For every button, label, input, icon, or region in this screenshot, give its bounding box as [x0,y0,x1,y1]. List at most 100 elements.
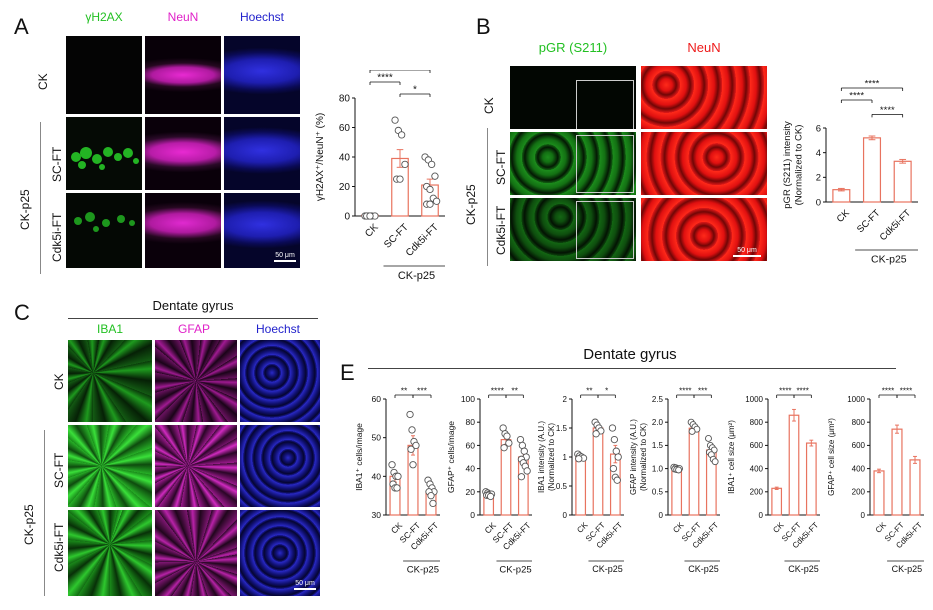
group-bracket-line-c [44,430,45,596]
y-tick-label: 800 [852,418,866,427]
bar-cdk5i-ft [893,160,912,203]
y-axis-label: IBA1 intensity (A.U.) [537,421,546,493]
image-c-scft-iba1 [68,425,152,507]
y-axis-label: GFAP⁺ cell size (μm²) [827,418,836,496]
image-a-cdk5i-gh2ax [66,193,142,268]
group-bracket-line [40,122,41,274]
bar-ck [671,467,683,516]
data-point [388,461,396,469]
y-tick-label: 1.0 [652,464,664,473]
group-label: CK-p25 [407,565,439,576]
image-c-scft-gfap [155,425,237,507]
significance-label: **** [796,387,808,396]
y-axis-label: GFAP⁺ cells/image [446,421,456,493]
data-point [503,432,511,440]
y-tick-label: 40 [466,464,476,474]
data-point [500,444,508,452]
data-point [614,453,622,461]
group-label: CK-p25 [788,564,819,574]
data-point [408,426,416,434]
y-tick-label: 1.5 [556,424,568,433]
data-point [705,434,712,442]
image-b-cdk5i-neun: 50 μm [641,198,767,261]
y-tick-label: 30 [372,510,382,520]
data-point [575,455,583,463]
image-b-ck-neun [641,66,767,129]
channel-label-hoechst: Hoechst [239,10,285,24]
significance-label: ** [401,386,408,396]
group-bracket-line-b [487,128,488,266]
bar-ck [575,456,587,516]
data-point [592,430,600,438]
data-point [393,484,401,492]
y-tick-label: 40 [339,153,351,164]
group-label-ck-p25-c: CK-p25 [22,504,36,545]
y-tick-label: 600 [852,441,866,450]
y-axis-label: IBA1⁺ cells/image [354,423,364,491]
significance-label: *** [698,387,707,396]
data-point [406,410,414,419]
significance-label: **** [491,386,505,396]
y-tick-label: 1.5 [652,441,664,450]
y-axis-label: pGR (S211) intensity [782,121,793,209]
y-tick-label: 40 [372,471,382,481]
y-tick-label: 80 [339,94,351,105]
image-c-scft-hoechst [240,425,320,507]
data-point [609,464,618,473]
y-tick-label: 0 [344,212,350,223]
image-a-cdk5i-neun [145,193,221,268]
y-tick-label: 1000 [745,395,763,404]
significance-label: **** [882,387,894,396]
group-label: CK-p25 [688,564,719,574]
x-tick-label: SC-FT [382,222,411,251]
bar-sc-ft [862,137,882,203]
y-tick-label: 600 [750,441,764,450]
y-tick-label: 2 [816,173,821,184]
data-point [412,441,420,450]
y-tick-label: 100 [461,394,475,404]
image-a-scft-gh2ax [66,117,142,190]
channel-label-gh2ax: γH2AX [85,10,123,24]
bar-cdk5i-ft [805,442,817,516]
y-tick-label: 0.5 [652,488,664,497]
panel-letter-a: A [14,14,29,39]
bar-sc-ft [788,414,800,516]
y-axis-label: IBA1⁺ cell size (μm²) [727,420,736,494]
significance-label: **** [865,79,880,90]
image-c-ck-hoechst [240,340,320,422]
group-label-ck-p25-b: CK-p25 [464,184,478,225]
inset-box [576,80,634,129]
image-a-ck-gh2ax [66,36,142,114]
data-point [711,458,719,466]
significance-label: **** [849,91,864,102]
data-point [409,461,417,469]
channel-label-neun: NeuN [167,10,199,24]
row-label-sc-ft-c: SC-FT [52,452,66,488]
data-point [428,160,436,169]
data-point [394,472,402,480]
row-label-cdk5i-ft-b: Cdk5i-FT [494,205,508,255]
y-axis-label: γH2AX⁺/NeuN⁺ (%) [315,113,326,201]
image-b-scft-pgr [510,132,636,195]
y-tick-label: 1000 [847,395,865,404]
y-tick-label: 0.5 [556,482,568,491]
data-point [407,445,415,453]
bar-sc-ft [688,427,700,516]
significance-label: ** [586,387,592,396]
significance-label: **** [880,105,895,116]
image-a-scft-neun [145,117,221,190]
x-tick-label: CK [835,207,853,225]
group-label: CK-p25 [871,254,907,266]
y-tick-label: 0 [861,511,866,520]
significance-label: ** [511,386,518,396]
image-b-cdk5i-pgr [510,198,636,261]
y-tick-label: 200 [852,488,866,497]
data-point [426,200,434,208]
row-label-cdk5i-ft-c: Cdk5i-FT [52,522,66,572]
y-tick-label: 0 [759,511,764,520]
significance-label: ** [396,70,404,72]
panel-letter-c: C [14,300,30,325]
image-a-cdk5i-hoechst: 50 μm [224,193,300,268]
group-label: CK-p25 [592,564,623,574]
data-point [523,467,531,475]
